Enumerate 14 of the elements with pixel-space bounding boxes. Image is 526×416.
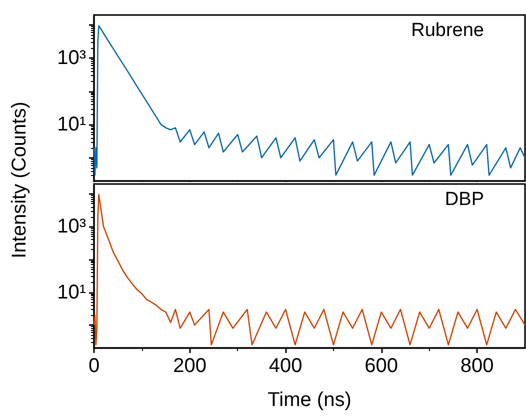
text: Rubrene <box>411 20 484 41</box>
y-axis-title: Intensity (Counts) <box>8 102 32 258</box>
line-series <box>93 194 526 346</box>
x-tick-label: 0 <box>88 355 100 377</box>
x-tick-label: 600 <box>364 355 398 377</box>
x-tick-label: 400 <box>268 355 302 377</box>
x-tick-label: 200 <box>173 355 206 377</box>
x-axis-title: Time (ns) <box>268 389 352 411</box>
y-tick-label: 10³ <box>57 47 86 70</box>
text: DBP <box>444 189 484 210</box>
y-tick-label: 10¹ <box>57 114 86 136</box>
y-tick-label: 10¹ <box>57 281 86 304</box>
y-tick-label: 10³ <box>57 216 86 238</box>
x-tick-label: 800 <box>460 355 494 377</box>
